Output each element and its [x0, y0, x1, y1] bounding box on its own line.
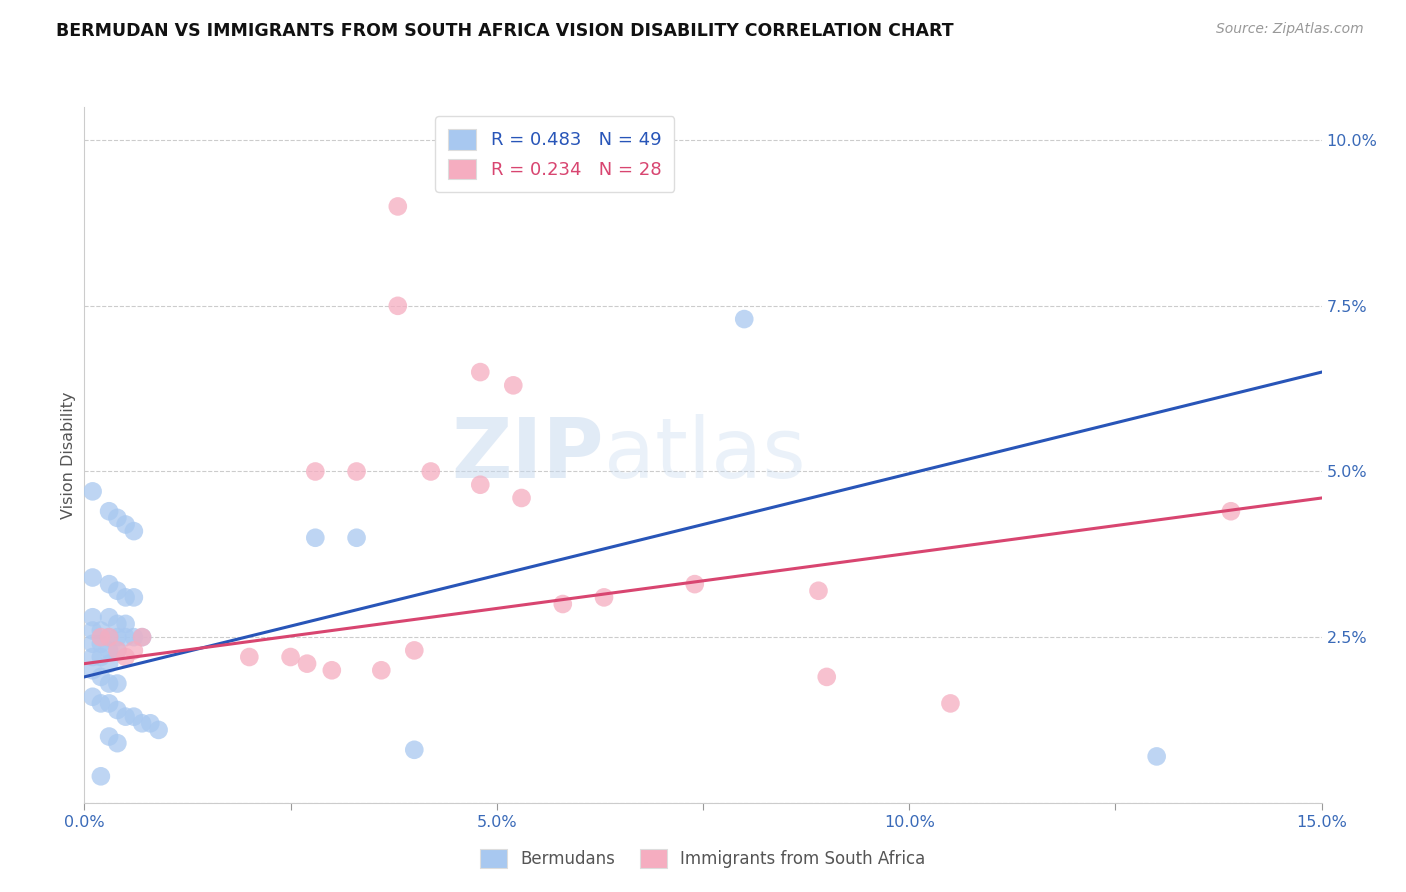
Point: [98, 577, 121, 591]
Point: [114, 517, 136, 532]
Text: ZIP: ZIP: [451, 415, 605, 495]
Point: [280, 650, 302, 665]
Point: [90, 697, 112, 711]
Point: [82, 650, 104, 665]
Point: [90, 630, 112, 644]
Point: [105, 616, 128, 631]
Point: [90, 670, 112, 684]
Point: [98, 630, 121, 644]
Point: [98, 610, 121, 624]
Point: [98, 657, 121, 671]
Point: [90, 650, 112, 665]
Point: [98, 630, 121, 644]
Point: [131, 716, 153, 731]
Point: [470, 365, 492, 379]
Point: [387, 199, 409, 213]
Point: [122, 643, 145, 657]
Point: [98, 730, 121, 744]
Point: [346, 465, 368, 479]
Point: [114, 616, 136, 631]
Point: [114, 630, 136, 644]
Point: [502, 378, 524, 392]
Point: [419, 465, 441, 479]
Point: [105, 676, 128, 690]
Point: [939, 697, 962, 711]
Point: [131, 630, 153, 644]
Point: [105, 703, 128, 717]
Point: [1146, 749, 1168, 764]
Point: [122, 591, 145, 605]
Point: [105, 643, 128, 657]
Point: [346, 531, 368, 545]
Point: [98, 504, 121, 518]
Point: [304, 531, 326, 545]
Point: [105, 736, 128, 750]
Point: [470, 477, 492, 491]
Point: [82, 484, 104, 499]
Point: [807, 583, 830, 598]
Point: [404, 743, 426, 757]
Point: [122, 524, 145, 538]
Point: [114, 591, 136, 605]
Point: [593, 591, 616, 605]
Point: [733, 312, 755, 326]
Point: [82, 637, 104, 651]
Point: [551, 597, 574, 611]
Point: [82, 690, 104, 704]
Point: [683, 577, 706, 591]
Text: atlas: atlas: [605, 415, 806, 495]
Text: Source: ZipAtlas.com: Source: ZipAtlas.com: [1216, 22, 1364, 37]
Point: [82, 570, 104, 584]
Point: [98, 676, 121, 690]
Point: [98, 643, 121, 657]
Point: [114, 650, 136, 665]
Point: [90, 769, 112, 783]
Point: [105, 643, 128, 657]
Point: [815, 670, 838, 684]
Point: [148, 723, 170, 737]
Point: [404, 643, 426, 657]
Point: [510, 491, 533, 505]
Point: [321, 663, 343, 677]
Point: [370, 663, 392, 677]
Point: [387, 299, 409, 313]
Text: BERMUDAN VS IMMIGRANTS FROM SOUTH AFRICA VISION DISABILITY CORRELATION CHART: BERMUDAN VS IMMIGRANTS FROM SOUTH AFRICA…: [56, 22, 953, 40]
Point: [131, 630, 153, 644]
Point: [105, 583, 128, 598]
Point: [1219, 504, 1241, 518]
Legend: Bermudans, Immigrants from South Africa: Bermudans, Immigrants from South Africa: [474, 842, 932, 874]
Point: [90, 624, 112, 638]
Point: [98, 697, 121, 711]
Point: [105, 630, 128, 644]
Point: [82, 610, 104, 624]
Point: [295, 657, 318, 671]
Point: [105, 511, 128, 525]
Y-axis label: Vision Disability: Vision Disability: [60, 392, 76, 518]
Point: [114, 709, 136, 723]
Point: [238, 650, 260, 665]
Point: [122, 709, 145, 723]
Point: [90, 637, 112, 651]
Point: [122, 630, 145, 644]
Point: [139, 716, 162, 731]
Point: [82, 624, 104, 638]
Point: [82, 663, 104, 677]
Point: [304, 465, 326, 479]
